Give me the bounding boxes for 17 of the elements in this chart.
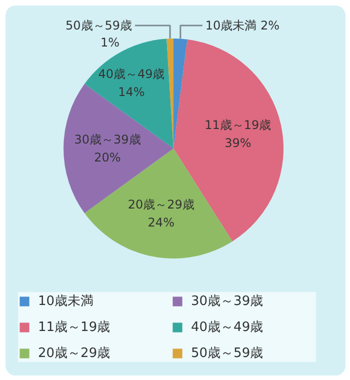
slice-label: 20歳～29歳: [128, 197, 194, 212]
legend-label: 40歳～49歳: [191, 319, 264, 336]
legend-label: 11歳～19歳: [38, 319, 112, 336]
data-label: 39%: [224, 136, 252, 150]
data-label: 20%: [94, 150, 121, 164]
category-label: 10歳未満 2%: [205, 18, 280, 32]
legend-label: 20歳～29歳: [38, 345, 112, 362]
slice-label: 11歳～19歳: [204, 118, 272, 132]
legend-label: 10歳未満: [38, 293, 95, 310]
legend-label: 30歳～39歳: [191, 293, 264, 310]
slice-label: 30歳～39歳: [74, 132, 141, 146]
slice-label: 50歳～59歳: [66, 18, 132, 32]
data-label: 1%: [100, 36, 120, 50]
data-label: 14%: [118, 84, 145, 99]
slice-label: 40歳～49歳: [98, 66, 165, 81]
legend-label: 50歳～59歳: [191, 345, 264, 362]
data-label: 24%: [148, 215, 174, 230]
